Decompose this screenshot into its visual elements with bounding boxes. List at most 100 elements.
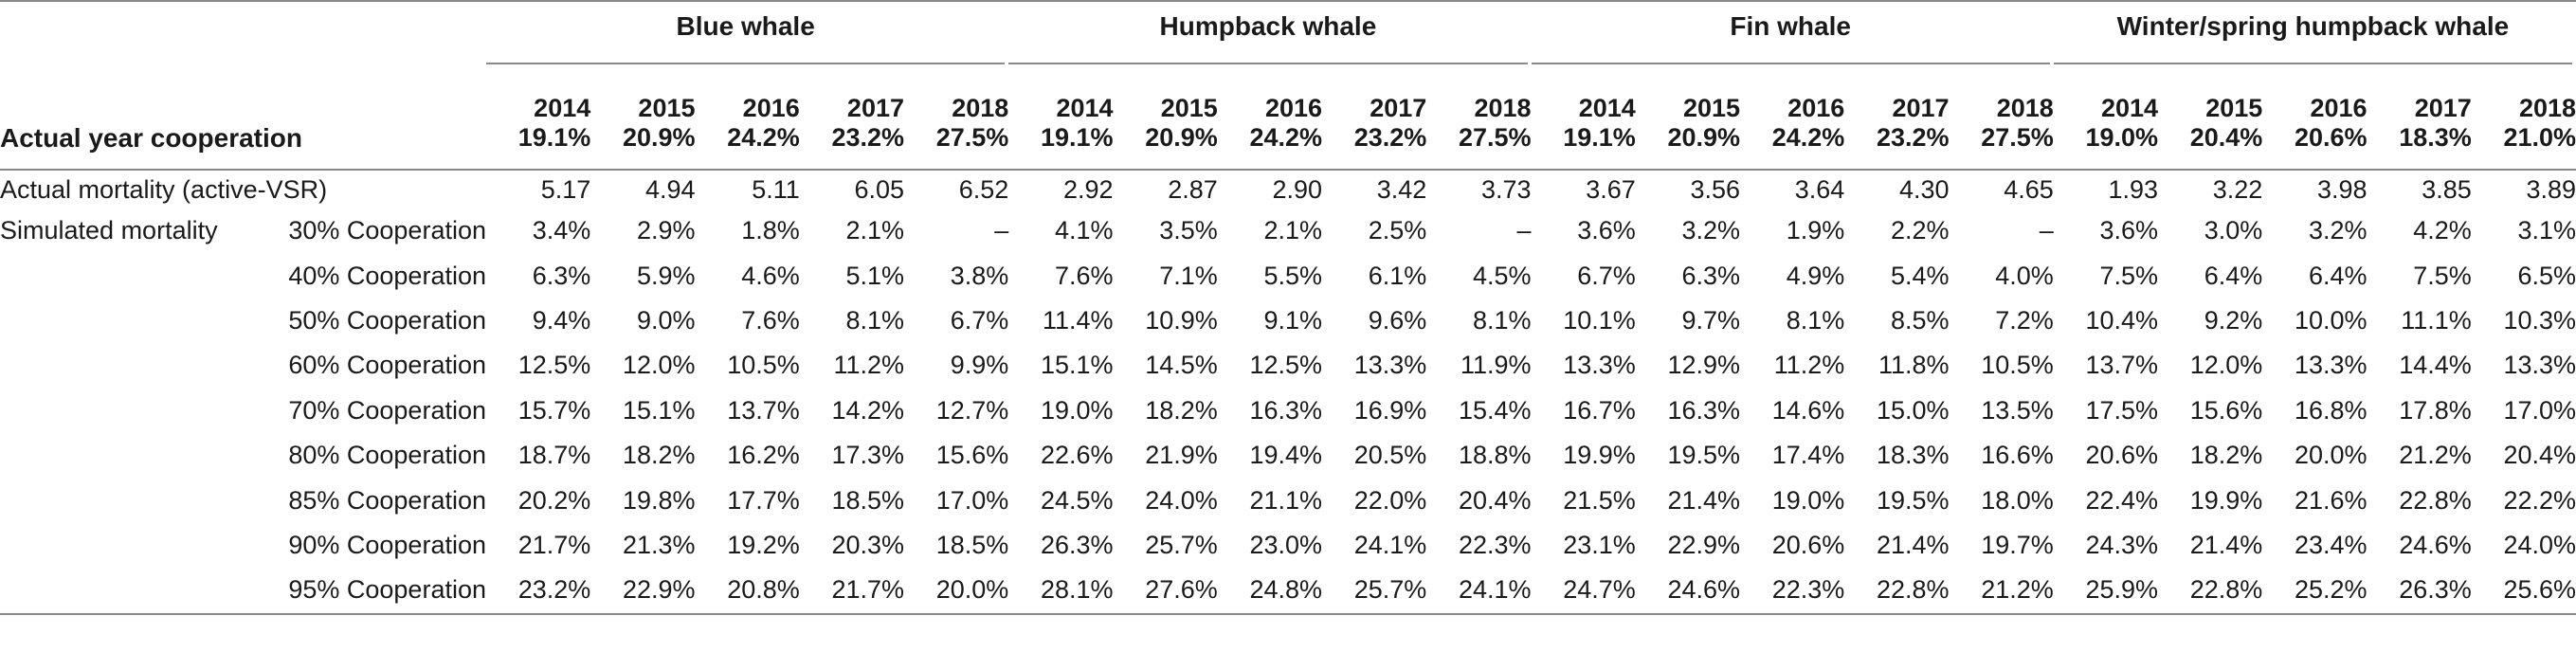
table-cell: 19.9% xyxy=(1563,441,1636,470)
header-spacer xyxy=(0,76,486,123)
year-header-cell: 2017 xyxy=(1892,94,1950,122)
table-cell: 2.1% xyxy=(845,216,904,245)
cooperation-header-cell: 27.5% xyxy=(904,123,1009,171)
table-cell: 7.1% xyxy=(1159,261,1218,290)
table-cell: 23.2% xyxy=(486,568,591,615)
group-header-humpback-whale: Humpback whale xyxy=(1008,0,1531,76)
cooperation-header-cell: 20.6% xyxy=(2262,123,2367,171)
cooperation-header-cell: 21.0% xyxy=(2471,123,2576,171)
table-cell: 12.7% xyxy=(935,395,1009,425)
row-sublabel: 30% Cooperation xyxy=(288,216,486,245)
group-header-blue-whale: Blue whale xyxy=(486,0,1008,76)
table-cell: 14.5% xyxy=(1145,351,1218,380)
table-cell: 28.1% xyxy=(1008,568,1114,615)
table-cell: 4.5% xyxy=(1472,261,1532,290)
table-cell: 18.2% xyxy=(1145,395,1218,425)
table-cell: 3.67 xyxy=(1586,174,1636,204)
table-cell: 3.89 xyxy=(2526,174,2576,204)
table-cell: 6.3% xyxy=(1681,261,1741,290)
row-label xyxy=(0,253,242,298)
row-sublabel: 40% Cooperation xyxy=(288,261,486,290)
mortality-table: Blue whale Humpback whale Fin whale Wint… xyxy=(0,0,2576,615)
table-cell: 6.3% xyxy=(532,261,591,290)
table-cell: 16.3% xyxy=(1667,395,1741,425)
table-cell: 26.3% xyxy=(2367,568,2472,615)
year-header-cell: 2015 xyxy=(2205,94,2263,122)
table-cell: 21.5% xyxy=(1563,485,1636,515)
table-cell: 24.6% xyxy=(1635,568,1741,615)
cooperation-header-cell: 24.2% xyxy=(695,123,800,171)
table-top-rule xyxy=(0,0,2576,2)
cooperation-header-cell: 24.2% xyxy=(1217,123,1323,171)
table-cell: 13.3% xyxy=(2503,351,2576,380)
row-label xyxy=(0,433,242,478)
row-label xyxy=(0,478,242,522)
table-cell: 8.1% xyxy=(1472,305,1532,335)
cooperation-header-cell: 20.9% xyxy=(590,123,696,171)
table-cell: 25.2% xyxy=(2262,568,2367,615)
table-cell: 3.6% xyxy=(2099,216,2159,245)
table-cell: 11.9% xyxy=(1460,351,1532,380)
table-cell: 7.5% xyxy=(2413,261,2472,290)
table-cell: 15.6% xyxy=(935,441,1009,470)
year-header-cell: 2014 xyxy=(1578,94,1636,122)
table-cell: 22.9% xyxy=(590,568,696,615)
table-cell: 9.1% xyxy=(1263,305,1323,335)
table-row: 80% Cooperation 18.7% 18.2% 16.2% 17.3% 15.6%… xyxy=(0,433,2576,478)
table-row: 60% Cooperation 12.5% 12.0% 10.5% 11.2% 9.9% 1… xyxy=(0,343,2576,388)
row-sublabel: 50% Cooperation xyxy=(288,305,486,335)
table-cell: 24.5% xyxy=(1040,485,1114,515)
table-cell: 17.4% xyxy=(1771,441,1845,470)
year-header-cell: 2016 xyxy=(742,94,800,122)
table-cell: 13.3% xyxy=(1563,351,1636,380)
table-cell: 6.7% xyxy=(950,305,1009,335)
table-cell: 18.3% xyxy=(1876,441,1950,470)
table-cell: – xyxy=(2039,216,2054,245)
table-cell: 22.4% xyxy=(2085,485,2159,515)
table-cell: 2.87 xyxy=(1168,174,1218,204)
year-header-cell: 2015 xyxy=(638,94,696,122)
table-row: 90% Cooperation 21.7% 21.3% 19.2% 20.3% 18.5%… xyxy=(0,523,2576,568)
table-cell: 11.2% xyxy=(1773,351,1845,380)
table-cell: 10.3% xyxy=(2503,305,2576,335)
table-cell: 3.8% xyxy=(950,261,1009,290)
year-header-cell: 2018 xyxy=(2518,94,2576,122)
table-cell: 22.8% xyxy=(2399,485,2472,515)
table-cell: 26.3% xyxy=(1040,530,1114,559)
table-cell: 7.5% xyxy=(2099,261,2159,290)
table-cell: 3.4% xyxy=(532,216,591,245)
table-cell: 15.0% xyxy=(1876,395,1950,425)
table-cell: 19.5% xyxy=(1876,485,1950,515)
table-cell: 19.8% xyxy=(622,485,696,515)
cooperation-header-cell: 27.5% xyxy=(1949,123,2054,171)
table-cell: 5.11 xyxy=(752,174,800,204)
row-label xyxy=(0,523,242,568)
cooperation-header-cell: 19.1% xyxy=(486,123,591,171)
table-cell: 11.1% xyxy=(2401,305,2472,335)
table-cell: 14.2% xyxy=(831,395,904,425)
table-cell: 23.4% xyxy=(2294,530,2367,559)
table-cell: 25.7% xyxy=(1322,568,1427,615)
group-header-fin-whale: Fin whale xyxy=(1531,0,2054,76)
table-cell: 24.8% xyxy=(1217,568,1323,615)
cooperation-header-cell: 23.2% xyxy=(799,123,904,171)
table-cell: 21.4% xyxy=(1667,485,1741,515)
table-cell: 24.0% xyxy=(1145,485,1218,515)
table-cell: 19.9% xyxy=(2189,485,2263,515)
table-row: 40% Cooperation 6.3% 5.9% 4.6% 5.1% 3.8% 7.6% 7… xyxy=(0,253,2576,298)
table-cell: 3.56 xyxy=(1690,174,1741,204)
cooperation-header-row: Actual year cooperation 19.1% 20.9% 24.2% 2… xyxy=(0,123,2576,171)
year-header-cell: 2015 xyxy=(1160,94,1218,122)
cooperation-header-cell: 27.5% xyxy=(1426,123,1532,171)
year-header-cell: 2016 xyxy=(1787,94,1845,122)
row-sublabel: 80% Cooperation xyxy=(288,441,486,470)
table-cell: 23.0% xyxy=(1249,530,1323,559)
table-cell: 19.4% xyxy=(1249,441,1323,470)
table-cell: 18.2% xyxy=(622,441,696,470)
table-cell: 10.1% xyxy=(1563,305,1636,335)
table-cell: 15.6% xyxy=(2189,395,2263,425)
table-cell: 3.98 xyxy=(2316,174,2367,204)
table-cell: 13.3% xyxy=(1353,351,1427,380)
table-cell: 21.7% xyxy=(517,530,591,559)
table-cell: 1.9% xyxy=(1786,216,1845,245)
